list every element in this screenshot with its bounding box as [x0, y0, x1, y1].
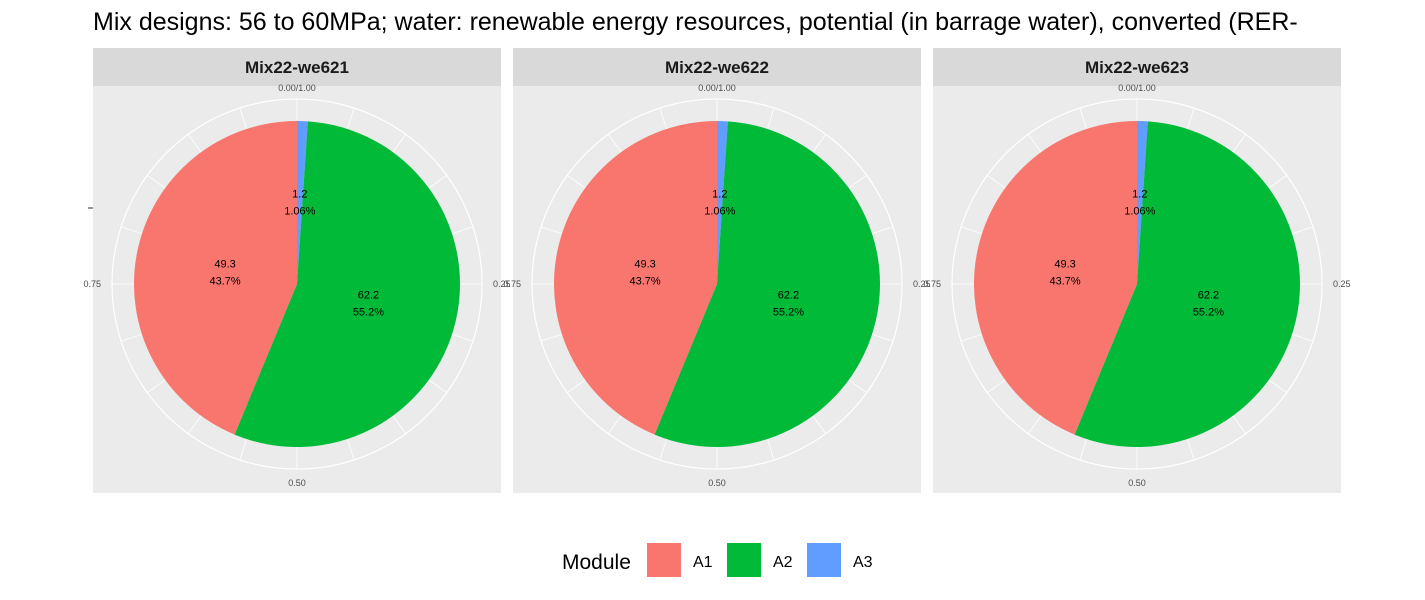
slice-percent-label: 43.7%: [209, 276, 240, 288]
axis-tick-label: 0.00/1.00: [698, 83, 736, 93]
slice-value-label: 62.2: [1198, 290, 1219, 302]
legend: Module A1 A2 A3: [562, 543, 873, 577]
legend-title: Module: [562, 551, 631, 574]
slice-value-label: 1.2: [292, 188, 307, 200]
facet-strip-label: Mix22-we623: [1085, 58, 1189, 77]
grid-ring-outer: [951, 98, 1323, 470]
facet-panel: Mix22-we623 0.00/1.00 0.25 0.50 0.75 1.2 1.06%…: [923, 48, 1351, 493]
axis-tick-label: 0.75: [503, 279, 521, 289]
slice-value-label: 1.2: [1132, 188, 1147, 200]
facet-panel: Mix22-we622 0.00/1.00 0.25 0.50 0.75 1.2 1.06%…: [503, 48, 931, 493]
facet-strip: [93, 48, 501, 86]
facet-strip: [513, 48, 921, 86]
pie-slice-a1: [134, 121, 297, 435]
pie-slice-a1: [554, 121, 717, 435]
pie-slice-a3: [1137, 121, 1148, 284]
slice-percent-label: 55.2%: [1193, 307, 1224, 319]
facet-strip: [933, 48, 1341, 86]
pie-slice-a2: [234, 121, 460, 447]
pie-slice-a2: [654, 121, 880, 447]
legend-key-a1: [647, 543, 681, 577]
pie-slice-a3: [717, 121, 728, 284]
slice-percent-label: 43.7%: [629, 276, 660, 288]
legend-key-a3: [807, 543, 841, 577]
axis-tick-label: 0.75: [923, 279, 941, 289]
slice-value-label: 62.2: [778, 290, 799, 302]
pie-slice-a3: [297, 121, 308, 284]
legend-key-a2: [727, 543, 761, 577]
facet-strip-label: Mix22-we621: [245, 58, 349, 77]
facet-strip-label: Mix22-we622: [665, 58, 769, 77]
axis-tick-label: 0.25: [913, 279, 931, 289]
chart-title: Mix designs: 56 to 60MPa; water: renewab…: [93, 8, 1298, 36]
grid-ring-outer: [531, 98, 903, 470]
slice-percent-label: 55.2%: [773, 307, 804, 319]
slice-value-label: 62.2: [358, 290, 379, 302]
axis-tick-label: 0.75: [83, 279, 101, 289]
grid-ring-outer: [111, 98, 483, 470]
facet-panel: Mix22-we621 0.00/1.00 0.25 0.50 0.75 1.2 1.06%…: [83, 48, 511, 493]
axis-tick-label: 0.25: [1333, 279, 1351, 289]
slice-value-label: 49.3: [1054, 259, 1075, 271]
axis-tick-label: 0.25: [493, 279, 511, 289]
slice-value-label: 49.3: [634, 259, 655, 271]
legend-label: A3: [853, 554, 873, 571]
axis-tick-label: 0.50: [288, 478, 306, 488]
slice-percent-label: 1.06%: [1124, 205, 1155, 217]
slice-percent-label: 43.7%: [1049, 276, 1080, 288]
slice-value-label: 1.2: [712, 188, 727, 200]
legend-label: A2: [773, 554, 793, 571]
axis-tick-label: 0.50: [1128, 478, 1146, 488]
slice-percent-label: 1.06%: [284, 205, 315, 217]
axis-tick-label: 0.50: [708, 478, 726, 488]
slice-percent-label: 1.06%: [704, 205, 735, 217]
slice-percent-label: 55.2%: [353, 307, 384, 319]
slice-value-label: 49.3: [214, 259, 235, 271]
axis-tick-label: 0.00/1.00: [1118, 83, 1156, 93]
pie-slice-a2: [1074, 121, 1301, 447]
facet-panels: Mix22-we621 0.00/1.00 0.25 0.50 0.75 1.2 1.06%…: [83, 48, 1351, 493]
pie-slice-a1: [974, 121, 1137, 435]
legend-label: A1: [693, 554, 713, 571]
axis-tick-label: 0.00/1.00: [278, 83, 316, 93]
